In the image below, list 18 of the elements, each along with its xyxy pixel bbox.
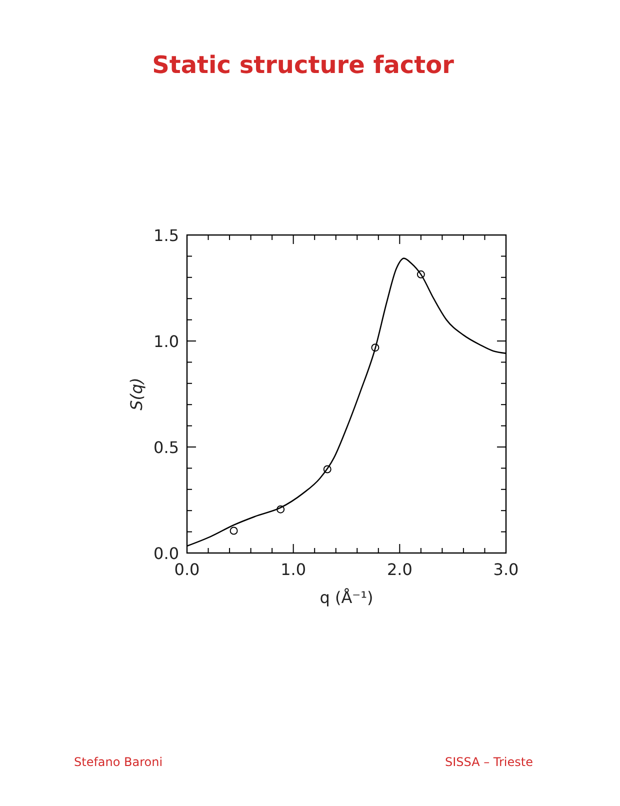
y-axis-title: S(q): [127, 378, 146, 410]
point: [416, 270, 425, 278]
point: [276, 505, 285, 514]
y-tick-label: 1.0: [154, 332, 179, 351]
x-tick-label: 0.0: [174, 560, 200, 579]
y-tick-label: 1.5: [154, 226, 179, 245]
x-tick-label: 1.0: [280, 560, 306, 579]
point: [371, 344, 380, 352]
y-tick-label: 0.5: [154, 438, 179, 457]
point: [323, 465, 332, 474]
text: SISSA – Trieste: [444, 755, 533, 769]
y-tick-label: 0.0: [154, 544, 179, 563]
chart-title: Static structure factor: [152, 51, 454, 79]
x-tick-label: 3.0: [493, 560, 519, 579]
point: [230, 526, 238, 535]
x-tick-label: 2.0: [386, 560, 412, 579]
text: Stefano Baroni: [74, 755, 163, 769]
x-axis-title: q (Å⁻¹): [320, 588, 374, 607]
